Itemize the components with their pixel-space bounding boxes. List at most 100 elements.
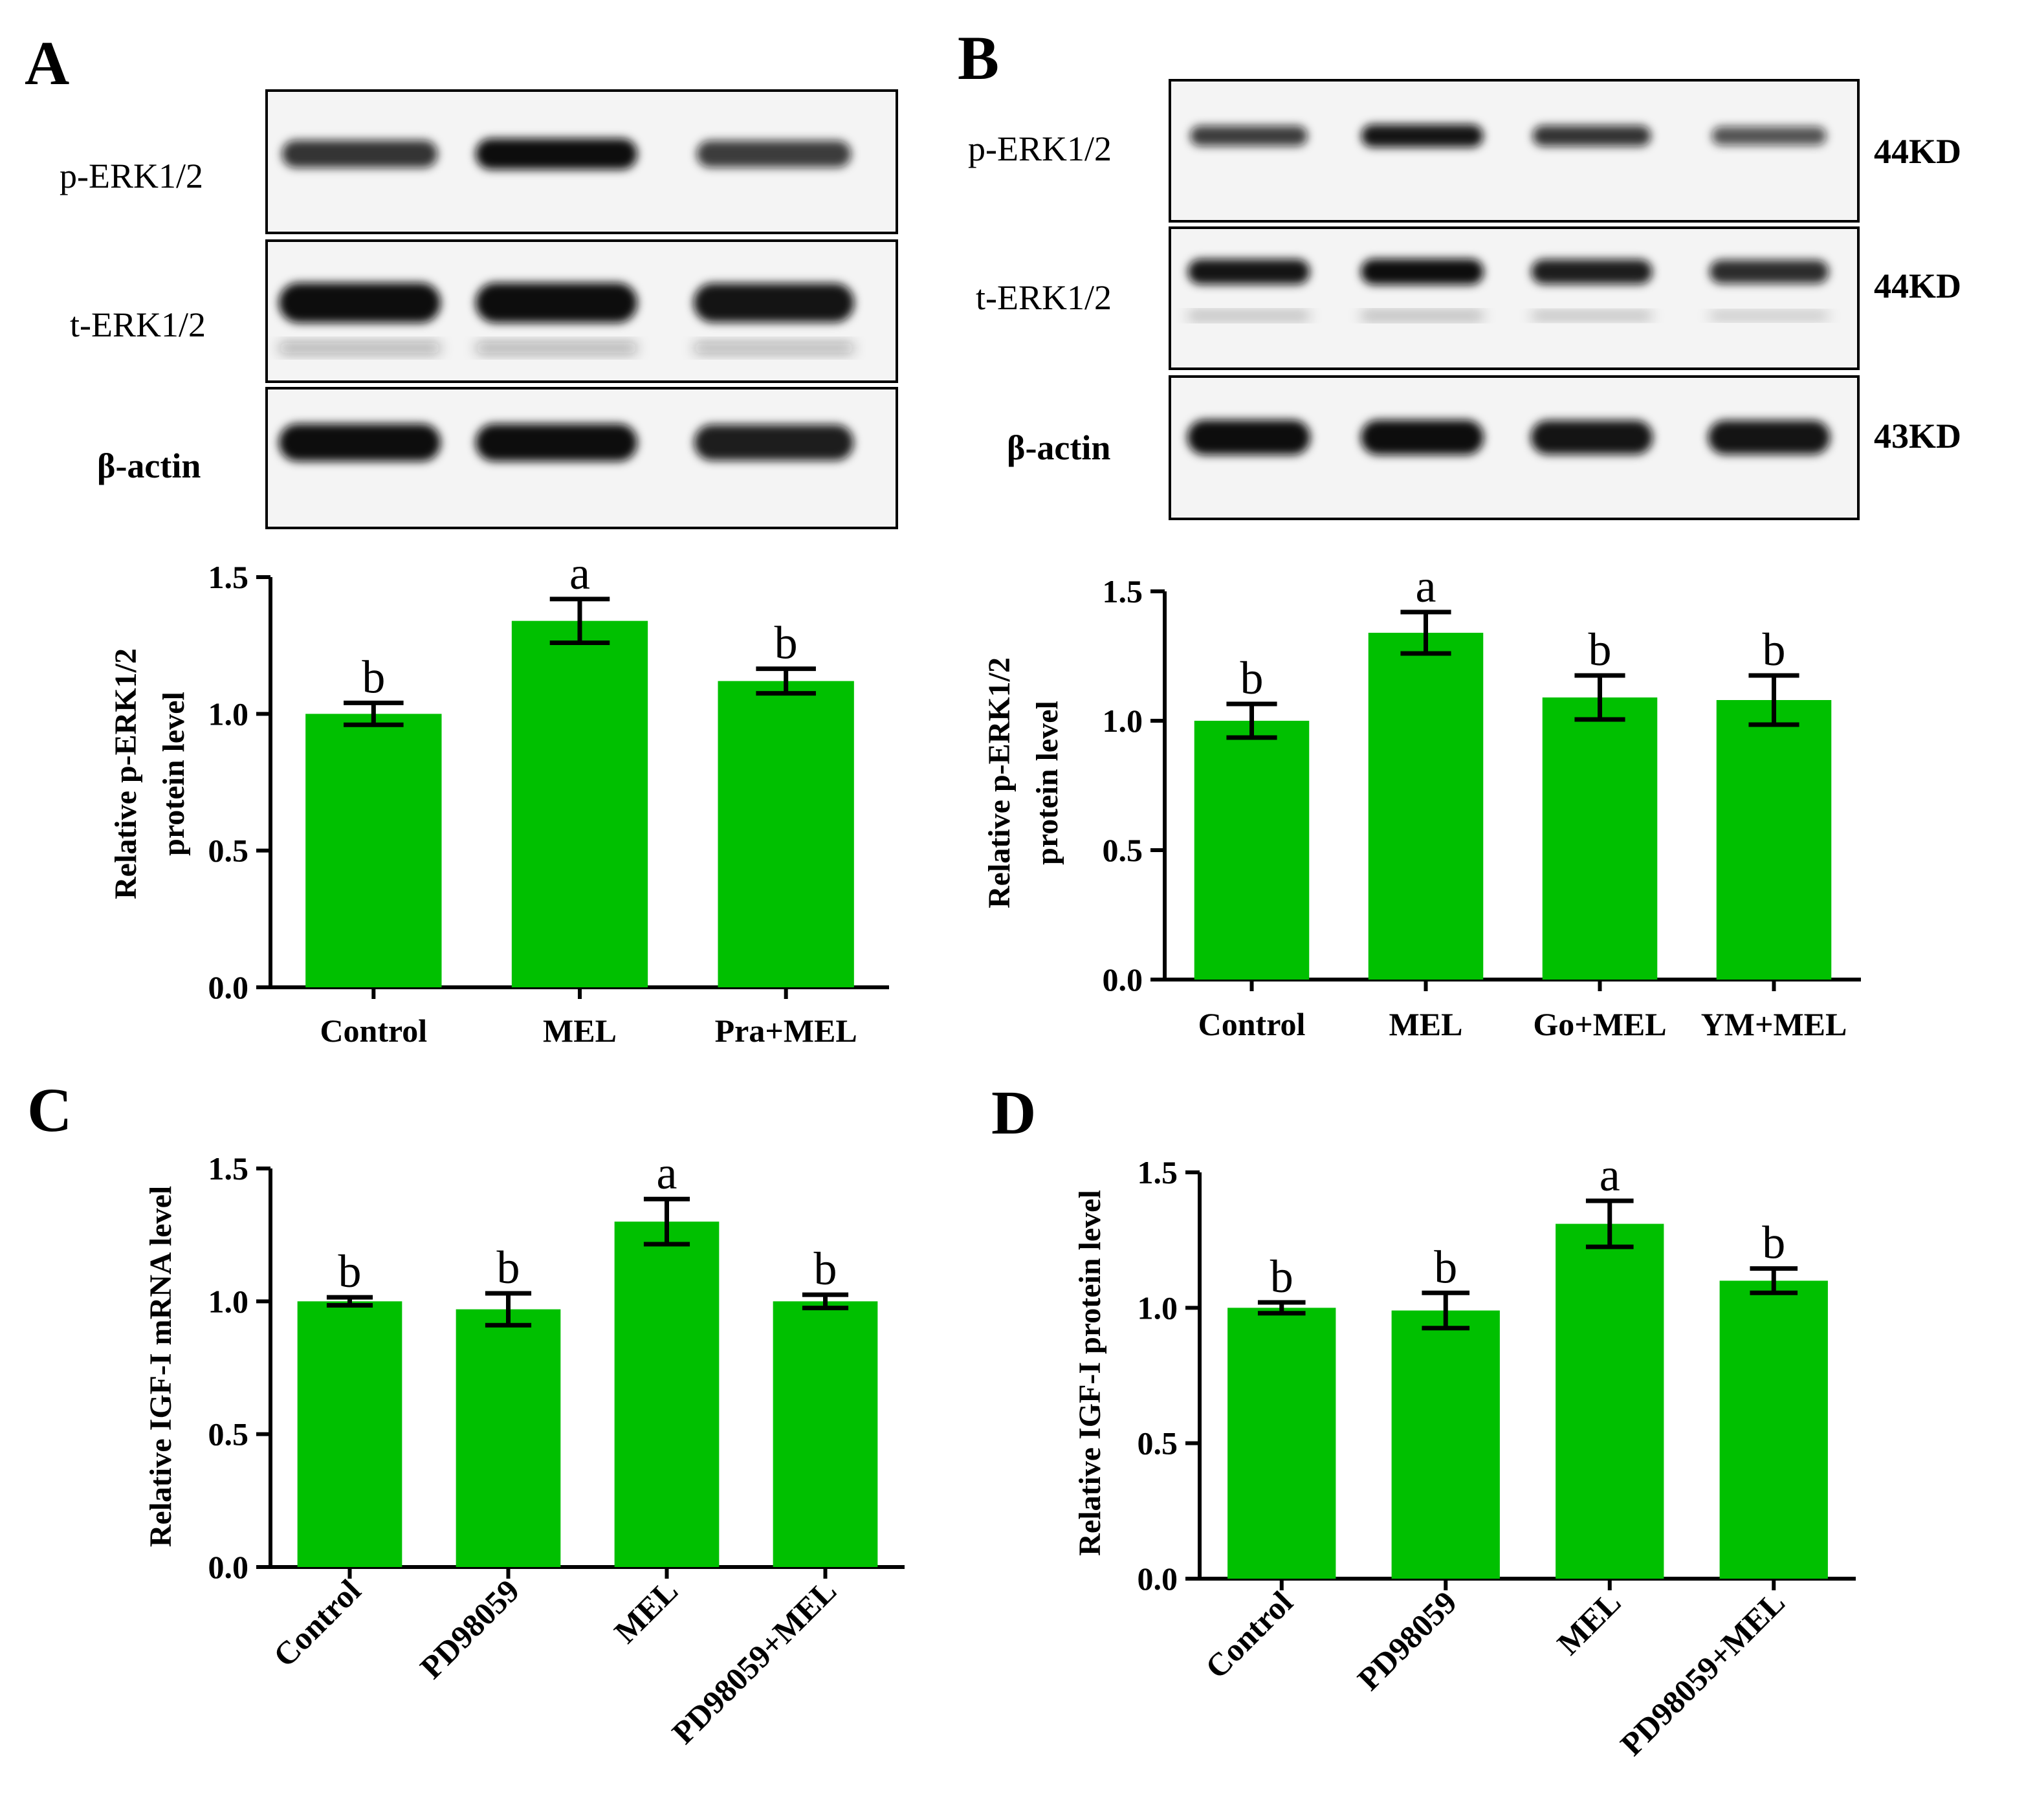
y-axis-label: protein level bbox=[1030, 701, 1064, 865]
band-group bbox=[1187, 259, 1829, 320]
band-group bbox=[1190, 124, 1827, 148]
blot-label-t-erk: t-ERK1/2 bbox=[976, 278, 1112, 317]
category-label: PD98059 bbox=[1350, 1584, 1464, 1697]
y-tick-label: 0.5 bbox=[1103, 832, 1143, 868]
blot-band bbox=[1361, 259, 1484, 285]
y-tick-label: 1.0 bbox=[1103, 703, 1143, 739]
marker-beta-actin: 43KD bbox=[1874, 417, 1961, 455]
blot-band bbox=[279, 342, 441, 354]
blot-band bbox=[693, 342, 855, 354]
blot-row-beta-actin: β-actin bbox=[97, 387, 898, 529]
blot-band bbox=[281, 140, 438, 168]
bar bbox=[1227, 1308, 1336, 1579]
significance-letter: a bbox=[1600, 1149, 1620, 1201]
blot-label-beta-actin: β-actin bbox=[97, 446, 201, 485]
significance-letter: b bbox=[1270, 1251, 1293, 1302]
blot-row-beta-actin: β-actin 43KD bbox=[1007, 375, 1961, 520]
category-label: Control bbox=[1198, 1584, 1300, 1685]
blot-band bbox=[1531, 259, 1653, 285]
band-group bbox=[1187, 420, 1831, 455]
blot-band bbox=[696, 140, 852, 168]
blot-band bbox=[1361, 124, 1484, 148]
band-group bbox=[281, 138, 852, 170]
blot-band bbox=[279, 424, 441, 461]
blot-band bbox=[279, 283, 441, 323]
bar-chart-d: 0.0 0.5 1.0 1.5 Relative IGF-I protein level… bbox=[1073, 1149, 1856, 1762]
significance-letter: b bbox=[814, 1243, 837, 1295]
blot-band bbox=[1531, 312, 1653, 320]
significance-letter: a bbox=[569, 547, 590, 599]
significance-letter: a bbox=[657, 1147, 677, 1199]
y-axis-label: Relative IGF-I mRNA level bbox=[144, 1186, 178, 1548]
y-axis-label: Relative p-ERK1/2 bbox=[109, 648, 143, 899]
panel-letter-c: C bbox=[27, 1075, 72, 1145]
blot-row-t-erk: t-ERK1/2 44KD bbox=[976, 226, 1961, 370]
marker-p-erk: 44KD bbox=[1874, 132, 1961, 171]
y-tick-label: 1.0 bbox=[208, 696, 249, 732]
y-tick-label: 1.0 bbox=[208, 1283, 249, 1319]
y-tick-label: 0.5 bbox=[1138, 1425, 1178, 1462]
category-label: PD98059+MEL bbox=[665, 1572, 843, 1751]
category-label: PD98059 bbox=[413, 1572, 526, 1685]
category-label: Control bbox=[1198, 1006, 1306, 1042]
bar bbox=[1391, 1310, 1500, 1579]
blot-band bbox=[1532, 126, 1651, 146]
bar bbox=[1719, 1280, 1828, 1579]
y-tick-label: 0.5 bbox=[208, 833, 249, 869]
blot-band bbox=[1361, 312, 1484, 320]
blot-frame bbox=[1169, 226, 1860, 370]
y-axis-label: Relative IGF-I protein level bbox=[1073, 1190, 1107, 1556]
blot-band bbox=[1187, 420, 1310, 455]
blot-label-t-erk: t-ERK1/2 bbox=[70, 305, 206, 344]
blot-band bbox=[1187, 259, 1310, 285]
category-label: MEL bbox=[1389, 1006, 1463, 1042]
blot-label-beta-actin: β-actin bbox=[1007, 428, 1110, 467]
western-blot-b: p-ERK1/2 44KD t-ERK1/2 44KD β-actin 43KD bbox=[968, 79, 1961, 520]
significance-letter: b bbox=[775, 617, 798, 669]
bar bbox=[773, 1301, 878, 1567]
bar-chart-c: 0.0 0.5 1.0 1.5 Relative IGF-I mRNA level b Co… bbox=[144, 1147, 905, 1751]
category-label: PD98059+MEL bbox=[1613, 1584, 1792, 1762]
y-tick-label: 1.5 bbox=[1103, 573, 1143, 609]
category-label: MEL bbox=[1550, 1584, 1627, 1661]
blot-label-p-erk: p-ERK1/2 bbox=[968, 129, 1112, 168]
y-tick-label: 0.0 bbox=[1103, 961, 1143, 998]
bar bbox=[456, 1309, 561, 1567]
blot-band bbox=[693, 283, 855, 323]
category-label: Go+MEL bbox=[1533, 1006, 1666, 1042]
bar-chart-b: 0.0 0.5 1.0 1.5 Relative p-ERK1/2 protein lev… bbox=[982, 560, 1861, 1042]
significance-letter: b bbox=[1763, 624, 1786, 675]
bar bbox=[305, 714, 442, 987]
category-label: MEL bbox=[607, 1572, 685, 1650]
significance-letter: b bbox=[497, 1242, 520, 1293]
blot-row-p-erk: p-ERK1/2 44KD bbox=[968, 79, 1961, 223]
y-axis-label: Relative p-ERK1/2 bbox=[982, 657, 1017, 908]
bar bbox=[297, 1301, 402, 1567]
category-label: MEL bbox=[543, 1013, 617, 1049]
blot-band bbox=[476, 342, 637, 354]
y-tick-label: 0.0 bbox=[1138, 1561, 1178, 1597]
y-tick-label: 1.5 bbox=[1138, 1154, 1178, 1190]
category-label: Pra+MEL bbox=[715, 1013, 857, 1049]
bar bbox=[511, 620, 648, 987]
bar bbox=[718, 681, 854, 987]
blot-band bbox=[1709, 259, 1829, 284]
category-label: YM+MEL bbox=[1701, 1006, 1847, 1042]
y-tick-label: 0.0 bbox=[208, 1549, 249, 1585]
bar-chart-a: 0.0 0.5 1.0 1.5 Relative p-ERK1/2 protein lev… bbox=[109, 547, 889, 1049]
significance-letter: b bbox=[1240, 652, 1264, 704]
significance-letter: b bbox=[1589, 624, 1612, 675]
significance-letter: b bbox=[362, 651, 385, 703]
blot-band bbox=[476, 424, 637, 461]
panel-letter-d: D bbox=[991, 1078, 1036, 1147]
significance-letter: b bbox=[1762, 1217, 1785, 1269]
blot-band bbox=[1708, 420, 1831, 455]
band-group bbox=[279, 424, 854, 461]
y-axis-label: protein level bbox=[157, 692, 191, 856]
western-blot-a: p-ERK1/2 t-ERK1/2 β-actin bbox=[60, 89, 898, 529]
blot-band bbox=[476, 138, 637, 170]
bar bbox=[1716, 700, 1832, 980]
category-label: Control bbox=[266, 1572, 368, 1674]
